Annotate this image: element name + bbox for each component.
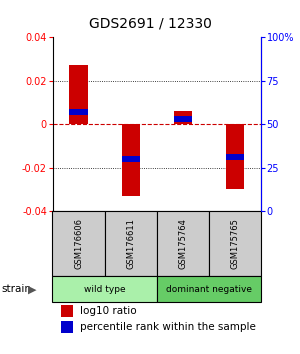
Bar [52, 276, 157, 302]
Bar [105, 211, 157, 276]
Bar [226, 124, 244, 189]
Text: GDS2691 / 12330: GDS2691 / 12330 [88, 16, 212, 30]
Bar [122, 124, 140, 196]
Text: GSM175765: GSM175765 [230, 218, 239, 269]
Text: log10 ratio: log10 ratio [80, 306, 136, 316]
Bar [174, 116, 192, 122]
Bar [69, 65, 88, 124]
Bar [226, 154, 244, 160]
Bar [52, 211, 105, 276]
Bar [122, 156, 140, 162]
Bar [174, 111, 192, 124]
Text: GSM176611: GSM176611 [126, 218, 135, 269]
Text: wild type: wild type [84, 285, 125, 294]
Bar [61, 321, 74, 333]
Bar [157, 211, 209, 276]
Bar [69, 109, 88, 115]
Bar [61, 304, 74, 317]
Text: percentile rank within the sample: percentile rank within the sample [80, 322, 256, 332]
Text: GSM176606: GSM176606 [74, 218, 83, 269]
Text: ▶: ▶ [28, 284, 36, 294]
Text: GSM175764: GSM175764 [178, 218, 187, 269]
Text: strain: strain [2, 284, 31, 294]
Text: dominant negative: dominant negative [166, 285, 252, 294]
Bar [209, 211, 261, 276]
Bar [157, 276, 261, 302]
